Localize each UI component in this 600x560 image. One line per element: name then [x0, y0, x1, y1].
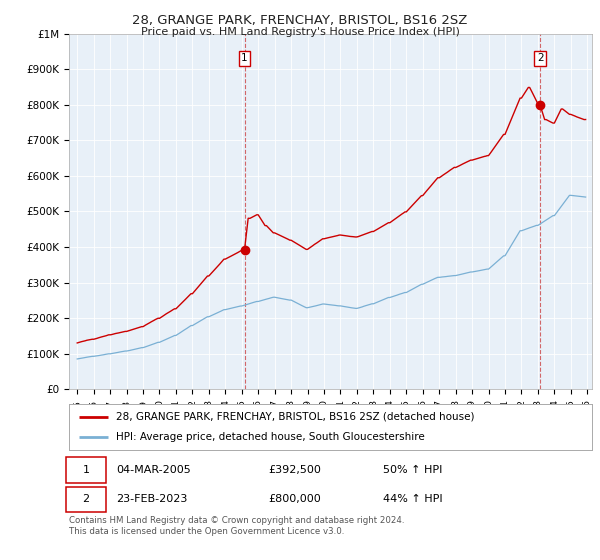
Text: Contains HM Land Registry data © Crown copyright and database right 2024.
This d: Contains HM Land Registry data © Crown c…	[69, 516, 404, 536]
Text: HPI: Average price, detached house, South Gloucestershire: HPI: Average price, detached house, Sout…	[116, 432, 425, 442]
Text: 23-FEB-2023: 23-FEB-2023	[116, 494, 187, 505]
Text: 50% ↑ HPI: 50% ↑ HPI	[383, 465, 442, 475]
Text: £800,000: £800,000	[268, 494, 320, 505]
Text: 1: 1	[83, 465, 89, 475]
Text: 44% ↑ HPI: 44% ↑ HPI	[383, 494, 443, 505]
Text: 28, GRANGE PARK, FRENCHAY, BRISTOL, BS16 2SZ (detached house): 28, GRANGE PARK, FRENCHAY, BRISTOL, BS16…	[116, 412, 475, 422]
Text: Price paid vs. HM Land Registry's House Price Index (HPI): Price paid vs. HM Land Registry's House …	[140, 27, 460, 37]
FancyBboxPatch shape	[67, 487, 106, 512]
Text: 2: 2	[537, 54, 544, 63]
Text: 28, GRANGE PARK, FRENCHAY, BRISTOL, BS16 2SZ: 28, GRANGE PARK, FRENCHAY, BRISTOL, BS16…	[133, 14, 467, 27]
Text: 1: 1	[241, 54, 248, 63]
FancyBboxPatch shape	[67, 457, 106, 483]
Text: 04-MAR-2005: 04-MAR-2005	[116, 465, 191, 475]
Text: £392,500: £392,500	[268, 465, 320, 475]
Text: 2: 2	[82, 494, 89, 505]
